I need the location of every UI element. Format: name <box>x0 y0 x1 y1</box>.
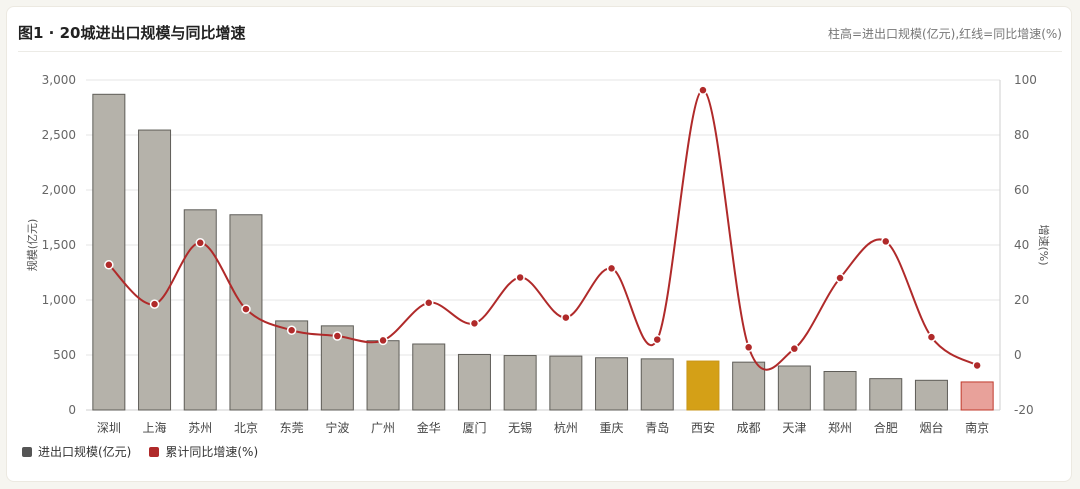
y2-axis-title: 增速(%) <box>1037 224 1051 265</box>
growth-point <box>195 238 205 248</box>
bar <box>549 355 583 411</box>
x-tick-label: 合肥 <box>874 420 898 435</box>
x-tick-label: 北京 <box>234 421 258 435</box>
growth-point <box>743 342 754 353</box>
bar <box>595 357 629 411</box>
x-tick-label: 成都 <box>737 421 761 435</box>
growth-point <box>469 318 480 329</box>
growth-point <box>424 298 434 308</box>
x-tick-label: 金华 <box>417 420 441 435</box>
x-tick-label: 东莞 <box>280 421 304 435</box>
y2-tick-label: 60 <box>1014 183 1029 197</box>
growth-point <box>561 312 571 323</box>
x-tick-label: 深圳 <box>97 421 121 435</box>
bar <box>457 353 491 411</box>
header-divider <box>18 51 1062 52</box>
x-tick-label: 南京 <box>965 420 989 435</box>
x-tick-label: 重庆 <box>600 421 624 435</box>
growth-point <box>241 304 251 314</box>
bar <box>275 320 309 411</box>
y2-tick-label: 20 <box>1014 293 1029 307</box>
y2-tick-label: 0 <box>1014 348 1022 362</box>
legend-swatch-scale <box>22 446 32 457</box>
x-tick-label: 天津 <box>782 421 806 435</box>
chart-note: 柱高=进出口规模(亿元),红线=同比增速(%) <box>827 27 1062 41</box>
growth-point <box>606 263 617 274</box>
x-tick-label: 广州 <box>371 421 395 435</box>
growth-point <box>881 236 891 247</box>
growth-point <box>835 273 845 283</box>
bar <box>412 343 446 411</box>
growth-line <box>108 89 978 371</box>
growth-point <box>332 331 343 341</box>
y2-tick-label: -20 <box>1014 403 1034 417</box>
y-tick-label: 500 <box>53 348 76 362</box>
growth-point <box>149 299 160 309</box>
legend-swatch-growth <box>149 446 160 457</box>
bar <box>92 93 126 411</box>
legend: 进出口规模(亿元) 累计同比增速(%) <box>22 443 258 460</box>
bar <box>138 129 172 411</box>
x-tick-label: 烟台 <box>919 420 943 435</box>
x-tick-label: 西安 <box>691 420 715 435</box>
y-axis-title: 规模(亿元) <box>25 219 39 272</box>
bar <box>914 379 948 411</box>
growth-point <box>972 360 982 371</box>
x-tick-label: 厦门 <box>462 420 486 435</box>
y2-tick-label: 80 <box>1014 128 1029 142</box>
growth-point <box>698 85 708 95</box>
bar <box>732 361 766 411</box>
bar <box>823 371 857 411</box>
legend-item-scale[interactable]: 进出口规模(亿元) <box>22 443 131 460</box>
x-tick-label: 苏州 <box>188 421 212 435</box>
growth-point <box>652 334 662 345</box>
bar <box>503 355 537 411</box>
bar <box>869 378 903 411</box>
x-tick-label: 青岛 <box>645 420 669 435</box>
x-tick-label: 宁波 <box>325 420 349 435</box>
growth-point <box>104 260 114 270</box>
y-tick-label: 3,000 <box>42 73 76 87</box>
growth-point <box>515 272 525 283</box>
bar <box>960 381 994 411</box>
y-tick-label: 1,500 <box>42 238 76 252</box>
y-tick-label: 1,000 <box>42 293 76 307</box>
y-tick-label: 2,500 <box>42 128 76 142</box>
bar <box>640 358 674 411</box>
x-tick-label: 无锡 <box>508 420 532 435</box>
y2-tick-label: 40 <box>1014 238 1029 252</box>
legend-label-growth: 累计同比增速(%) <box>165 445 259 459</box>
chart-title: 图1 · 20城进出口规模与同比增速 <box>18 24 246 42</box>
growth-point <box>926 332 937 342</box>
legend-label-scale: 进出口规模(亿元) <box>38 445 132 459</box>
y2-tick-label: 100 <box>1014 73 1037 87</box>
bar <box>777 365 811 411</box>
bar <box>366 340 400 411</box>
growth-point <box>286 325 297 335</box>
x-tick-label: 上海 <box>143 420 167 435</box>
x-tick-label: 杭州 <box>554 420 578 435</box>
y-tick-label: 2,000 <box>42 183 76 197</box>
y-tick-label: 0 <box>68 403 76 417</box>
growth-point <box>789 343 800 354</box>
legend-item-growth[interactable]: 累计同比增速(%) <box>149 443 258 460</box>
growth-point <box>378 335 388 346</box>
x-tick-label: 郑州 <box>828 420 852 435</box>
bar <box>686 360 720 411</box>
